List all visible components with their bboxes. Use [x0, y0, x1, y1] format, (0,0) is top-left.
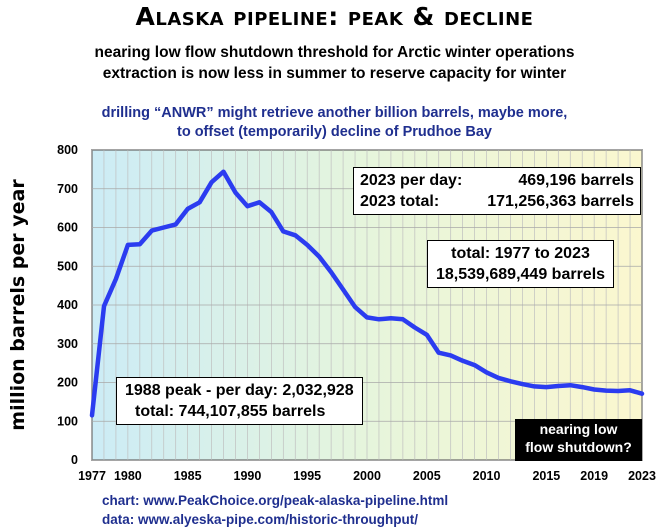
data-point	[521, 382, 524, 386]
data-point	[389, 316, 393, 320]
data-point	[353, 305, 357, 309]
data-point	[616, 389, 620, 393]
subtitle-line-1: nearing low flow shutdown threshold for …	[94, 44, 575, 61]
data-point	[246, 204, 249, 208]
page-title: Alaska pipeline: peak & decline	[135, 2, 534, 31]
y-tick-label: 0	[71, 453, 78, 467]
y-tick-label: 800	[57, 143, 78, 157]
data-point	[294, 234, 297, 237]
data-point	[341, 288, 345, 291]
y-tick-label: 600	[57, 221, 78, 235]
data-point	[258, 201, 261, 204]
x-tick-label: 2010	[473, 469, 501, 483]
data-point	[210, 180, 213, 184]
data-point	[545, 385, 548, 389]
x-tick-label: 1977	[78, 469, 106, 483]
data-point	[377, 318, 381, 321]
x-tick-label: 2005	[413, 469, 441, 483]
data-point	[461, 359, 464, 362]
x-tick-label: 2023	[628, 469, 656, 483]
subtitle-line-2: extraction is now less in summer to rese…	[102, 65, 567, 82]
data-point	[270, 210, 273, 214]
chart-source-link[interactable]: chart: www.PeakChoice.org/peak-alaska-pi…	[102, 493, 449, 508]
data-point	[497, 376, 500, 380]
data-point	[437, 351, 440, 354]
y-tick-label: 300	[57, 337, 78, 351]
shutdown-line-1: nearing low	[539, 421, 618, 437]
data-point	[114, 277, 118, 281]
peak-box: 1988 peak - per day: 2,032,928 total: 74…	[116, 377, 363, 425]
data-point	[126, 243, 130, 247]
data-point	[306, 243, 309, 247]
total-2023-label: 2023 total:	[360, 193, 440, 210]
x-tick-label: 2000	[353, 469, 381, 483]
x-tick-label: 1985	[174, 469, 202, 483]
cumulative-total-box: total: 1977 to 2023 18,539,689,449 barre…	[427, 240, 615, 288]
shutdown-warning-box: nearing low flow shutdown?	[515, 419, 642, 461]
data-point	[449, 354, 452, 357]
data-point	[138, 242, 142, 246]
data-point	[150, 229, 153, 232]
data-point	[282, 230, 285, 233]
y-tick-label: 500	[57, 259, 78, 273]
data-point	[222, 170, 225, 173]
data-point	[533, 385, 536, 388]
data-point	[569, 384, 572, 387]
x-tick-label: 2019	[580, 469, 608, 483]
data-point	[90, 414, 94, 417]
data-point	[473, 363, 476, 367]
peak-per-day: 1988 peak - per day: 2,032,928	[125, 382, 354, 399]
shutdown-line-2: flow shutdown?	[525, 439, 632, 455]
stats-2023-box: 2023 per day: 469,196 barrels 2023 total:…	[353, 167, 641, 215]
cumulative-total-label: total: 1977 to 2023	[451, 245, 590, 262]
data-point	[509, 380, 512, 383]
data-point	[592, 388, 596, 391]
data-point	[640, 392, 644, 395]
note-line-2: to offset (temporarily) decline of Prudh…	[176, 124, 492, 140]
y-tick-label: 200	[57, 376, 78, 390]
data-source-link[interactable]: data: www.alyeska-pipe.com/historic-thro…	[102, 512, 419, 527]
y-tick-label: 700	[57, 182, 78, 196]
data-point	[102, 304, 106, 308]
x-tick-label: 1980	[114, 469, 142, 483]
data-point	[604, 389, 608, 392]
data-point	[413, 326, 417, 329]
y-tick-label: 400	[57, 298, 78, 312]
y-tick-label: 100	[57, 414, 78, 428]
cumulative-total-value: 18,539,689,449 barrels	[436, 266, 606, 283]
data-point	[628, 389, 632, 392]
peak-total: total: 744,107,855 barrels	[135, 403, 326, 420]
per-day-2023-value: 469,196 barrels	[518, 172, 634, 189]
series-line	[89, 169, 645, 418]
data-point	[234, 191, 237, 194]
data-point	[174, 223, 177, 226]
per-day-2023-label: 2023 per day:	[360, 172, 463, 189]
data-point	[581, 385, 584, 389]
x-tick-labels: 1977 1980 1985 1990 1995 2000 2005 2010 2015 2019…	[78, 469, 656, 483]
data-point	[401, 318, 405, 321]
data-point	[317, 255, 321, 258]
data-point	[365, 316, 369, 319]
note-line-1: drilling “ANWR” might retrieve another b…	[101, 105, 568, 121]
data-point	[485, 371, 488, 374]
total-2023-value: 171,256,363 barrels	[487, 193, 634, 210]
data-point	[329, 270, 333, 274]
x-tick-label: 1990	[234, 469, 262, 483]
x-tick-label: 2015	[532, 469, 560, 483]
data-point	[557, 384, 560, 388]
x-tick-label: 1995	[293, 469, 321, 483]
data-point	[186, 207, 189, 211]
data-point	[198, 201, 201, 204]
data-point	[162, 226, 165, 229]
data-point	[425, 333, 428, 337]
y-tick-labels: 0 100 200 300 400 500 600 700 800	[57, 143, 78, 467]
